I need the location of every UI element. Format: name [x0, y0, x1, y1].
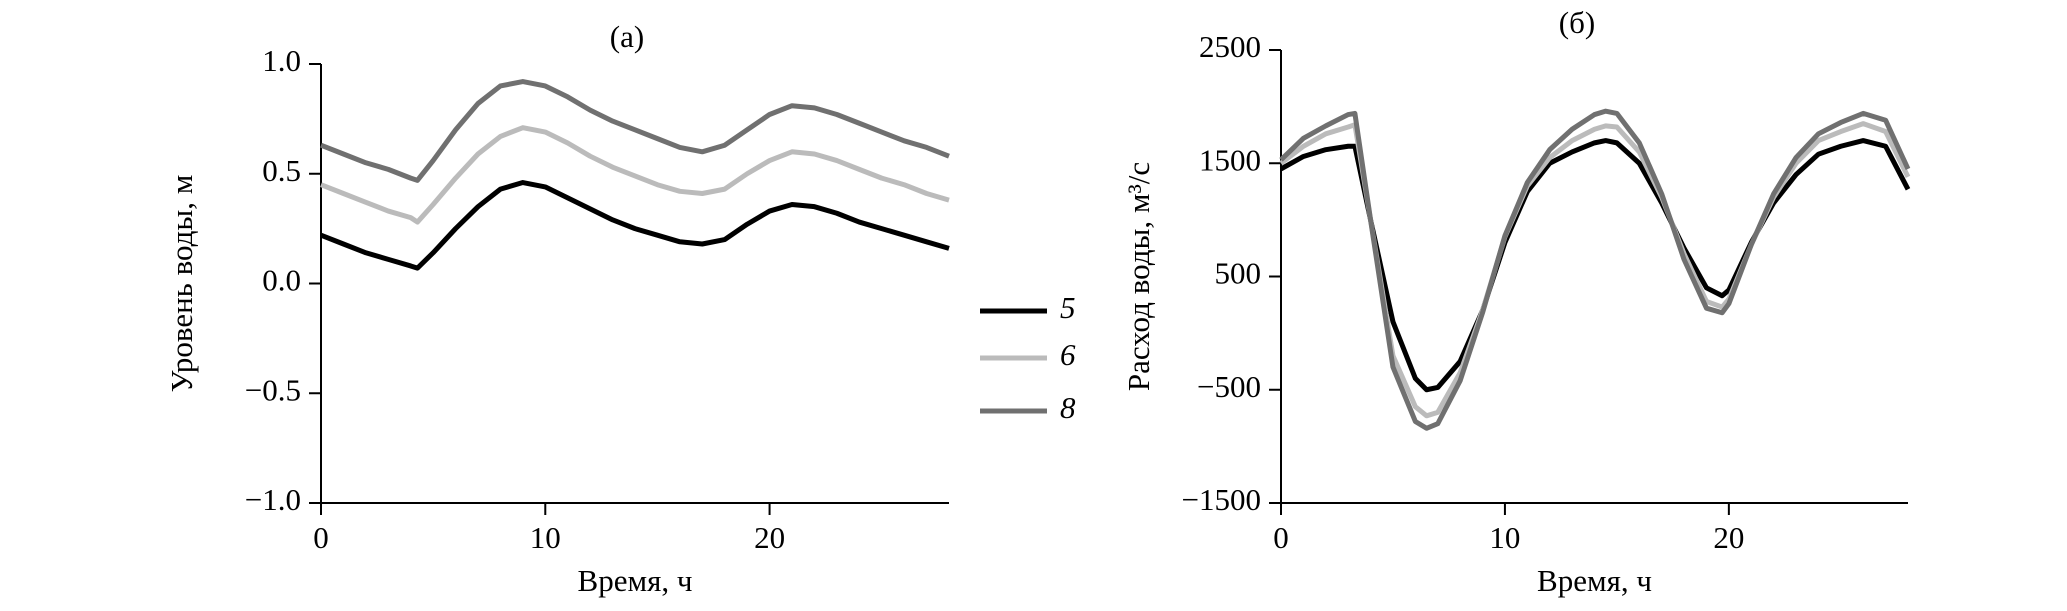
series-line: [1279, 121, 1911, 419]
x-tick-label: 10: [530, 520, 561, 555]
y-axis-label: Расход воды, м³/с: [1121, 162, 1156, 391]
y-tick-label: 500: [1215, 256, 1262, 291]
y-tick-label: 1500: [1199, 142, 1261, 177]
chart-title: (б): [1559, 5, 1595, 40]
y-axis-label: Уровень воды, м: [164, 175, 199, 393]
y-tick-label: 1.0: [262, 43, 301, 78]
x-tick-label: 10: [1489, 520, 1520, 555]
y-tick-label: 2500: [1199, 29, 1261, 64]
series-line: [1279, 108, 1911, 431]
x-tick-label: 0: [313, 520, 329, 555]
x-axis-label: Время, ч: [578, 563, 693, 598]
y-tick-label: 0.0: [262, 263, 301, 298]
y-tick-label: −1500: [1182, 482, 1261, 517]
x-tick-label: 20: [754, 520, 785, 555]
legend-label: 8: [1060, 390, 1076, 425]
y-tick-label: −500: [1197, 369, 1261, 404]
legend-label: 5: [1060, 290, 1076, 325]
series-line: [320, 125, 950, 225]
x-tick-label: 0: [1273, 520, 1289, 555]
chart-title: (a): [610, 19, 644, 54]
y-tick-label: −0.5: [245, 372, 301, 407]
series-line: [320, 180, 950, 271]
x-axis-label: Время, ч: [1537, 563, 1652, 598]
legend-label: 6: [1060, 337, 1076, 372]
y-tick-label: 0.5: [262, 153, 301, 188]
x-tick-label: 20: [1713, 520, 1744, 555]
y-tick-label: −1.0: [245, 482, 301, 517]
series-line: [320, 79, 950, 183]
